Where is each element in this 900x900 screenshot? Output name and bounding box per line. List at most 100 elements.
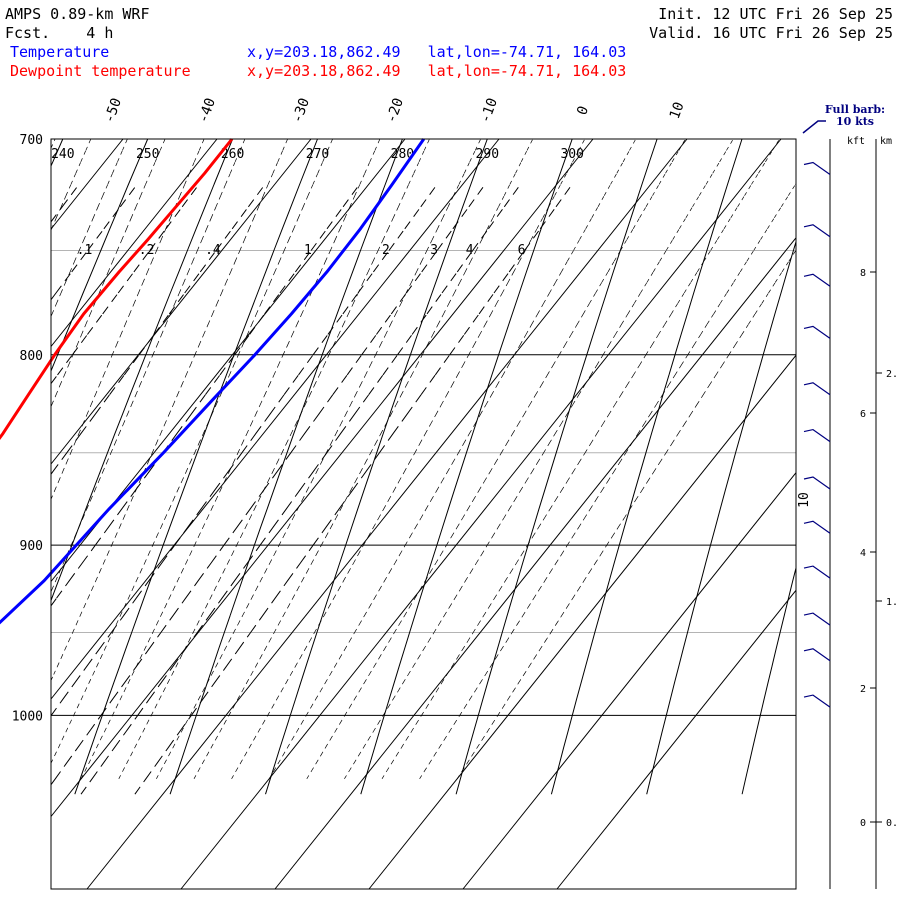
chart-grid xyxy=(50,138,797,890)
wind-barb xyxy=(803,428,831,443)
mixing-ratio-line xyxy=(50,184,266,475)
kft-axis-label: kft xyxy=(847,136,865,147)
km-tick-label: 2. xyxy=(886,369,898,380)
mixing-ratio-label: 1 xyxy=(304,243,312,258)
mixing-ratio-line xyxy=(50,184,200,384)
dry-adiabat-line xyxy=(50,138,234,601)
moist-adiabat-line xyxy=(50,138,128,317)
dry-adiabat-label: 300 xyxy=(560,147,583,162)
barb-key-line1: Full barb: xyxy=(825,103,885,116)
moist-adiabat-line xyxy=(156,138,482,779)
dry-adiabat-label: 240 xyxy=(51,147,74,162)
wind-barb xyxy=(803,161,831,175)
barb-key-icon xyxy=(802,120,826,134)
kft-tick-label: 0 xyxy=(860,818,866,829)
isotherm-line xyxy=(368,354,797,890)
moist-adiabat-line xyxy=(456,249,797,779)
dry-adiabat-line xyxy=(741,567,797,795)
wind-barb xyxy=(803,520,831,534)
isotherm-line xyxy=(556,589,797,890)
isotherm-line xyxy=(50,138,500,700)
isotherm-label: -50 xyxy=(101,96,125,125)
legend-temperature-readout: x,y=203.18,862.49 lat,lon=-74.71, 164.03 xyxy=(247,43,626,61)
dewpoint-profile xyxy=(0,138,234,440)
km-tick-label: 0. xyxy=(886,818,898,829)
isotherm-line xyxy=(180,138,782,890)
valid-time: Valid. 16 UTC Fri 26 Sep 25 xyxy=(649,24,893,42)
wind-barb xyxy=(803,224,831,238)
isotherm-label: -40 xyxy=(195,96,219,125)
wind-barb xyxy=(803,476,831,490)
isotherm-line xyxy=(274,237,797,890)
dry-adiabat-line xyxy=(646,241,797,795)
legend-dewpoint-label: Dewpoint temperature xyxy=(10,62,191,80)
moist-adiabat-line xyxy=(193,138,534,779)
dry-adiabat-line xyxy=(360,138,573,795)
isotherm-line xyxy=(50,138,594,817)
side-panel: 8 6 4 2 0 2. 1. 0. 10 xyxy=(797,120,898,889)
isotherm-line xyxy=(462,472,797,890)
mixing-ratio-label: 6 xyxy=(518,243,526,258)
init-time: Init. 12 UTC Fri 26 Sep 25 xyxy=(658,5,893,23)
isotherm-line xyxy=(50,138,124,230)
pressure-label: 800 xyxy=(20,349,43,364)
mixing-ratio-label: 2 xyxy=(382,243,390,258)
wind-barb xyxy=(803,325,831,339)
kft-tick-label: 8 xyxy=(860,268,866,279)
wind-barb xyxy=(803,273,831,287)
wind-barb xyxy=(803,648,831,662)
pressure-label: 1000 xyxy=(12,709,43,724)
moist-adiabat-line xyxy=(50,138,56,149)
dry-adiabat-label: 260 xyxy=(221,147,244,162)
kft-tick-label: 6 xyxy=(860,409,866,420)
moist-adiabat-line xyxy=(118,138,430,779)
isotherm-label: -20 xyxy=(383,96,407,125)
dry-adiabat-label: 250 xyxy=(136,147,159,162)
kft-tick-label: 4 xyxy=(860,548,866,559)
mixing-ratio-line xyxy=(50,184,80,223)
moist-adiabat-line xyxy=(306,138,686,779)
sounding-profiles xyxy=(0,138,426,625)
moist-adiabat-line xyxy=(50,138,288,681)
wind-barb xyxy=(803,565,831,579)
dry-adiabat-label: 280 xyxy=(391,147,414,162)
dry-adiabat-label: 270 xyxy=(306,147,329,162)
wind-barb xyxy=(803,694,831,708)
forecast-hour: Fcst. 4 h xyxy=(5,24,113,42)
isotherm-line xyxy=(50,138,312,465)
mixing-ratio-label: .4 xyxy=(205,243,221,258)
moist-adiabat-line xyxy=(80,138,381,779)
temperature-profile xyxy=(0,138,426,625)
isotherm-label: 0 xyxy=(574,104,592,117)
barb-key-line2: 10 kts xyxy=(836,115,874,128)
isotherm-line xyxy=(86,138,688,890)
km-tick-label: 1. xyxy=(886,597,898,608)
mixing-ratio-label: 3 xyxy=(430,243,438,258)
dry-adiabat-line xyxy=(74,138,318,795)
side-label: 10 xyxy=(797,492,812,508)
moist-adiabat-line xyxy=(50,138,246,592)
dry-adiabat-line xyxy=(550,138,743,795)
mixing-ratio-label: 4 xyxy=(466,243,474,258)
mixing-ratio-line xyxy=(50,184,360,607)
wind-barb xyxy=(803,612,831,626)
wind-barb xyxy=(803,382,831,396)
mixing-ratio-line xyxy=(50,184,486,785)
dry-adiabat-label: 290 xyxy=(476,147,499,162)
kft-tick-label: 2 xyxy=(860,684,866,695)
legend-temperature-label: Temperature xyxy=(10,43,109,61)
dry-adiabat-line xyxy=(169,138,403,795)
dry-adiabat-line xyxy=(455,138,658,795)
isotherm-label: -30 xyxy=(289,96,313,125)
km-axis-label: km xyxy=(880,136,892,147)
mixing-ratio-line xyxy=(50,184,138,300)
plot-frame xyxy=(50,138,797,890)
isotherm-label: 10 xyxy=(667,100,688,121)
chart-labels: 7008009001000-50-40-30-20-10010220230240… xyxy=(12,96,688,724)
moist-adiabat-line xyxy=(50,138,333,764)
isotherm-label: -10 xyxy=(477,96,501,125)
dry-adiabat-line xyxy=(265,138,488,795)
moist-adiabat-line xyxy=(50,138,205,500)
pressure-label: 900 xyxy=(20,539,43,554)
